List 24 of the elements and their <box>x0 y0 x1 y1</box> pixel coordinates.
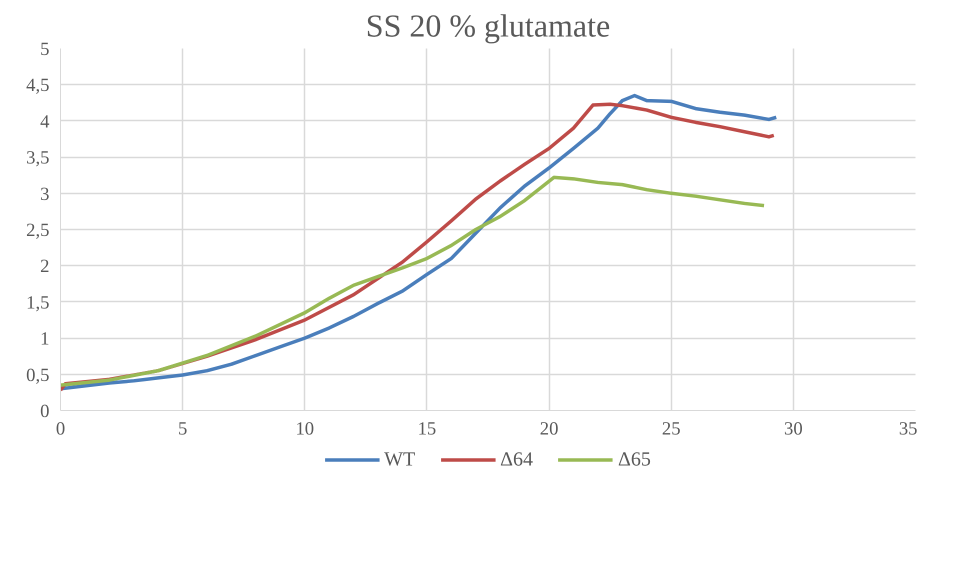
x-tick-label: 20 <box>540 418 558 440</box>
y-tick-label: 2 <box>40 256 50 278</box>
x-tick-label: 15 <box>418 418 436 440</box>
y-tick-label: 1,5 <box>26 292 50 314</box>
legend-label: Δ64 <box>500 448 534 471</box>
x-tick-label: 30 <box>784 418 803 440</box>
y-tick-label: 3,5 <box>26 148 50 169</box>
y-tick-label: 1 <box>40 328 50 350</box>
legend-label: WT <box>384 448 416 471</box>
x-tick-label: 25 <box>662 418 681 440</box>
chart-title: SS 20 % glutamate <box>366 8 610 44</box>
legend-label: Δ65 <box>618 448 651 471</box>
x-tick-label: 35 <box>898 418 918 440</box>
y-tick-label: 0,5 <box>26 364 50 386</box>
x-tick-label: 0 <box>56 418 66 440</box>
y-tick-label: 2,5 <box>26 220 50 241</box>
y-tick-label: 3 <box>40 184 50 205</box>
y-tick-label: 4,5 <box>26 75 50 96</box>
y-tick-label: 4 <box>40 111 50 132</box>
x-tick-label: 10 <box>295 418 314 440</box>
x-tick-label: 5 <box>178 418 188 440</box>
y-tick-label: 5 <box>40 39 50 60</box>
y-tick-label: 0 <box>40 401 50 422</box>
line-series <box>60 176 766 387</box>
